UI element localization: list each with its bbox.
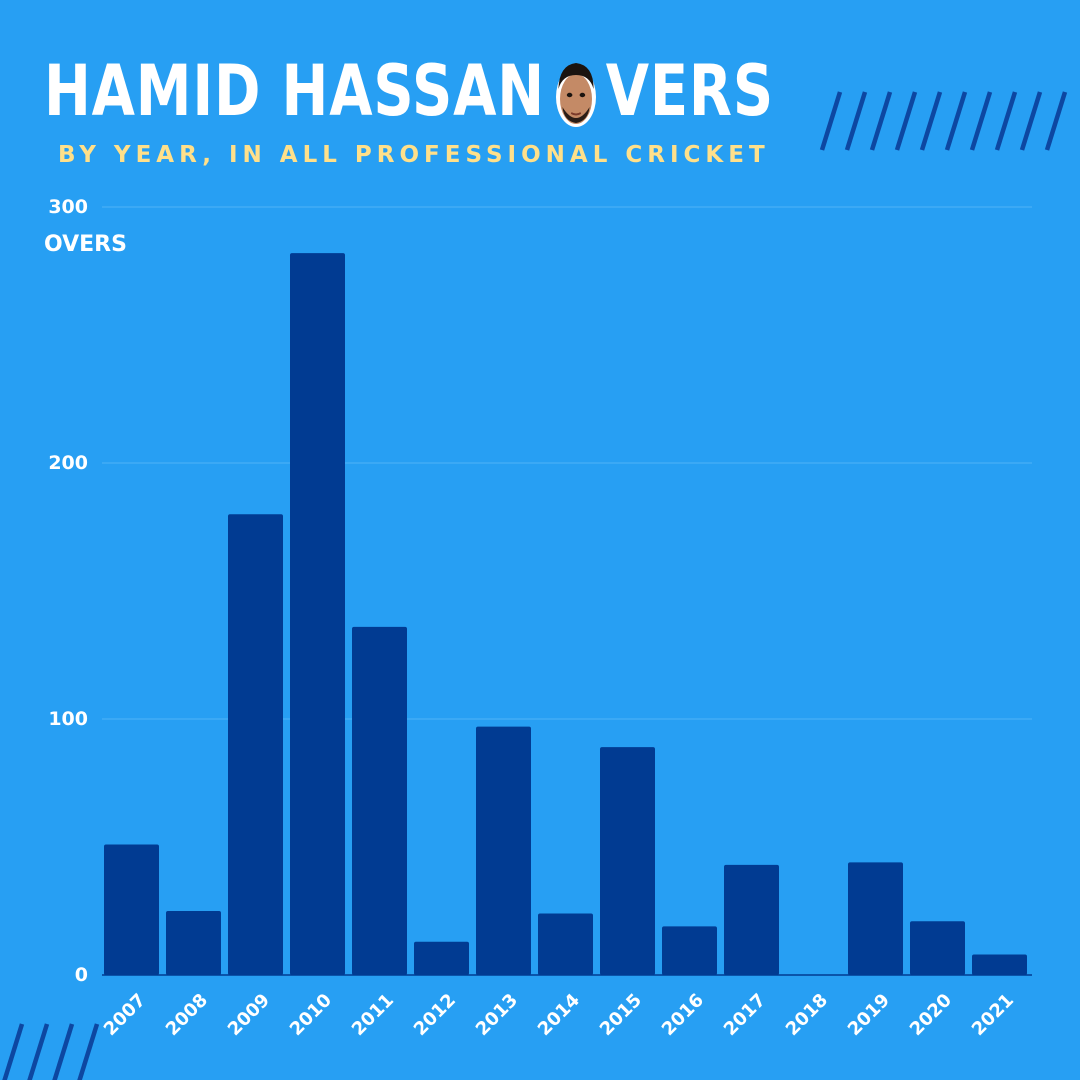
y-axis-label: OVERS [44, 232, 127, 257]
y-tick-300: 300 [48, 196, 88, 218]
bars [104, 253, 1027, 975]
x-tick-2021: 2021 [968, 990, 1018, 1040]
x-tick-2010: 2010 [286, 990, 336, 1040]
y-tick-0: 0 [74, 964, 88, 986]
bar-2008 [166, 911, 221, 975]
x-tick-2013: 2013 [472, 990, 522, 1040]
y-tick-200: 200 [48, 452, 88, 474]
x-tick-2019: 2019 [844, 990, 894, 1040]
bar-2016 [662, 926, 717, 975]
player-avatar-icon [556, 63, 597, 127]
x-tick-2008: 2008 [162, 990, 212, 1040]
chart-subtitle: BY YEAR, IN ALL PROFESSIONAL CRICKET [58, 142, 770, 168]
bar-2019 [848, 862, 903, 975]
bar-2012 [414, 941, 469, 975]
bar-2017 [724, 864, 779, 975]
decorative-stripes-top [819, 91, 1068, 151]
x-tick-2007: 2007 [100, 990, 150, 1040]
x-tick-2020: 2020 [906, 990, 956, 1040]
title-right-text: VERS [605, 50, 774, 132]
bar-2015 [600, 747, 655, 975]
bar-2007 [104, 844, 159, 975]
title-left-text: HAMID HASSAN [44, 50, 545, 132]
chart-title: HAMID HASSAN VERS [44, 50, 774, 132]
bar-2020 [910, 921, 965, 975]
bar-2009 [228, 514, 283, 975]
x-tick-2015: 2015 [596, 990, 646, 1040]
x-tick-labels: 2007 2008 2009 2010 2011 2012 2013 2014 2015 2016… [100, 990, 1018, 1040]
bar-2014 [538, 913, 593, 975]
bar-2021 [972, 954, 1027, 975]
x-tick-2018: 2018 [782, 990, 832, 1040]
y-tick-100: 100 [48, 708, 88, 730]
x-tick-2012: 2012 [410, 990, 460, 1040]
x-tick-2014: 2014 [534, 990, 584, 1040]
x-tick-2016: 2016 [658, 990, 708, 1040]
bar-2010 [290, 253, 345, 975]
bar-2013 [476, 726, 531, 975]
decorative-stripes-bottom [2, 1023, 100, 1080]
x-tick-2009: 2009 [224, 990, 274, 1040]
bar-2011 [352, 626, 407, 975]
x-tick-2017: 2017 [720, 990, 770, 1040]
x-tick-2011: 2011 [348, 990, 398, 1040]
